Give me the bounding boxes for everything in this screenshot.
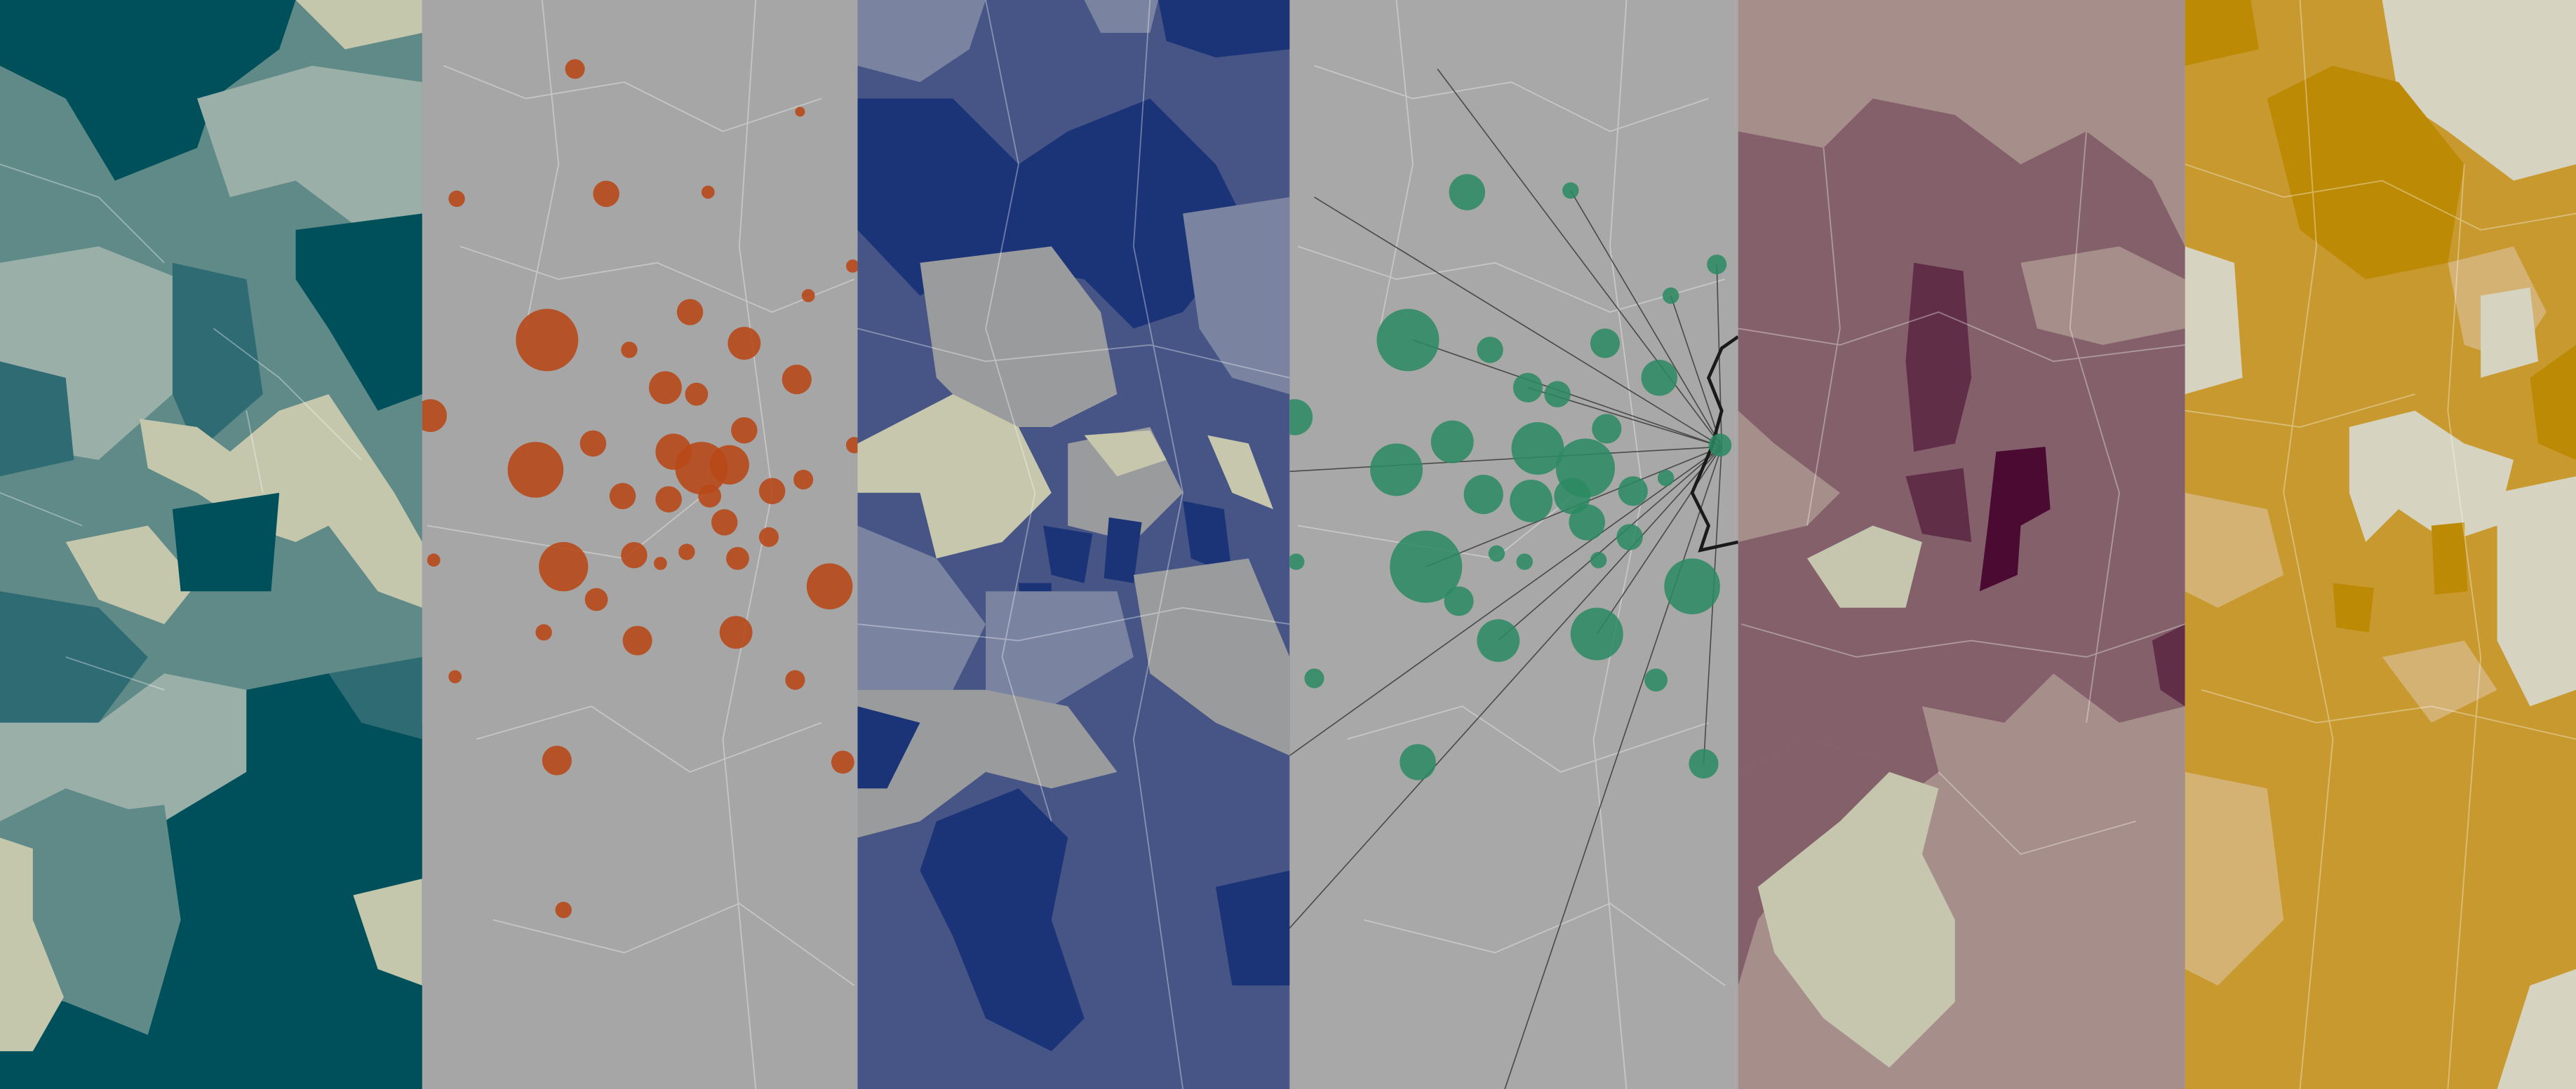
map-panel-gold — [2185, 0, 2576, 1089]
map-panel-teal — [0, 0, 422, 1089]
map-panel-green-bubbles — [1289, 0, 1738, 1089]
map-panel-orange-bubbles — [422, 0, 858, 1089]
map-panel-navy — [857, 0, 1290, 1089]
map-panel-mauve — [1738, 0, 2185, 1089]
